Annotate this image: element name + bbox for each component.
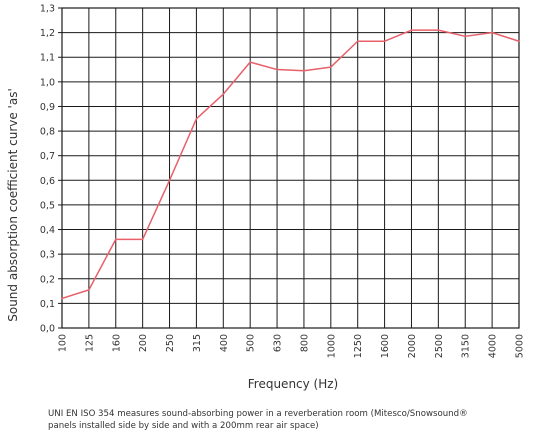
data-point [276, 68, 278, 71]
data-point [222, 93, 225, 95]
y-axis-label: Sound absorption coefficient curve 'as' [6, 88, 20, 322]
x-tick-label: 800 [299, 334, 310, 352]
x-tick-label: 1250 [353, 334, 364, 358]
data-point [195, 117, 198, 120]
y-tick-label: 0,5 [40, 200, 55, 211]
y-tick-label: 0,6 [40, 176, 55, 187]
y-tick-label: 0,9 [40, 102, 55, 113]
chart-caption: UNI EN ISO 354 measures sound-absorbing … [48, 408, 518, 432]
caption-line-1: UNI EN ISO 354 measures sound-absorbing … [48, 409, 468, 419]
x-tick-label: 2000 [407, 334, 418, 358]
data-point [88, 289, 90, 291]
y-tick-label: 0,7 [40, 151, 55, 162]
data-point [518, 40, 520, 43]
x-tick-label: 3150 [461, 334, 472, 358]
x-tick-label: 2500 [434, 334, 445, 358]
data-point [330, 66, 332, 68]
x-tick-label: 315 [192, 334, 203, 352]
series-line [61, 29, 520, 300]
x-tick-label: 160 [111, 334, 122, 352]
data-point [410, 29, 413, 31]
x-tick-label: 200 [138, 334, 149, 352]
data-point [383, 40, 386, 43]
y-tick-label: 0,3 [40, 250, 55, 261]
y-tick-label: 0,0 [40, 324, 55, 335]
plot-frame [61, 7, 520, 329]
data-point [168, 179, 171, 182]
x-axis-label: Frequency (Hz) [248, 377, 339, 391]
data-point [491, 31, 493, 34]
data-point [356, 40, 359, 43]
grid-lines [58, 7, 520, 329]
y-tick-label: 0,4 [40, 225, 55, 236]
y-tick-label: 1,2 [40, 28, 55, 39]
data-point [141, 238, 144, 241]
x-tick-label: 1000 [326, 334, 337, 358]
x-tick-label: 400 [219, 334, 230, 352]
x-tick-label: 125 [84, 334, 95, 352]
x-tick-labels: 100 125 160 200 250 315 400 500 630 800 1000 1250 16… [58, 334, 526, 358]
x-tick-label: 100 [58, 334, 69, 352]
y-tick-label: 1,1 [40, 53, 55, 64]
y-tick-label: 0,2 [40, 274, 55, 285]
data-point [437, 29, 440, 31]
x-tick-label: 500 [246, 334, 257, 352]
x-tick-label: 1600 [380, 334, 391, 358]
data-point [249, 61, 251, 63]
y-tick-labels: 0,0 0,1 0,2 0,3 0,4 0,5 0,6 0,7 0,8 0,9 1,0 1,1 1,2 1… [40, 4, 55, 335]
y-tick-label: 0,1 [40, 299, 55, 310]
data-point [61, 297, 63, 300]
caption-line-2: panels installed side by side and with a… [48, 421, 319, 431]
data-point [114, 238, 117, 241]
x-tick-label: 250 [165, 334, 176, 352]
y-tick-label: 1,0 [40, 77, 55, 88]
y-tick-label: 1,3 [40, 4, 55, 15]
data-point [303, 69, 305, 72]
y-tick-label: 0,8 [40, 127, 55, 138]
x-tick-label: 5000 [515, 334, 526, 358]
x-tick-label: 630 [273, 334, 284, 352]
data-point [464, 35, 467, 38]
x-tick-label: 4000 [488, 334, 499, 358]
data-series [61, 29, 520, 300]
